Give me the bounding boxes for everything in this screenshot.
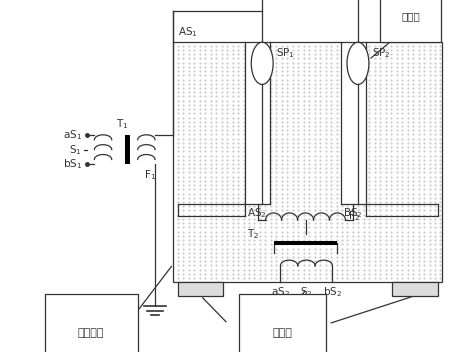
Bar: [173, 42, 441, 282]
Text: BS$_2$: BS$_2$: [343, 206, 362, 220]
Text: F$_2$: F$_2$: [347, 209, 359, 224]
Text: bS$_1$: bS$_1$: [63, 157, 82, 171]
Text: aS$_1$: aS$_1$: [63, 128, 82, 142]
Text: T$_2$: T$_2$: [247, 227, 259, 241]
Text: AS$_2$: AS$_2$: [247, 206, 267, 220]
Bar: [391, 282, 437, 296]
Text: 加热器: 加热器: [272, 328, 292, 338]
Bar: [273, 241, 337, 245]
Ellipse shape: [346, 42, 368, 84]
Text: SP$_1$: SP$_1$: [275, 46, 294, 60]
Text: bS$_2$: bS$_2$: [322, 285, 341, 299]
Text: 绝缘油: 绝缘油: [400, 11, 419, 21]
Bar: [340, 42, 365, 204]
Bar: [125, 135, 130, 164]
Ellipse shape: [251, 42, 273, 84]
Text: S$_1$: S$_1$: [69, 143, 82, 157]
Bar: [177, 282, 223, 296]
Text: aS$_2$: aS$_2$: [270, 285, 289, 299]
Text: SP$_2$: SP$_2$: [371, 46, 389, 60]
Text: F$_1$: F$_1$: [143, 168, 155, 182]
Bar: [245, 42, 270, 204]
Text: T$_1$: T$_1$: [116, 118, 128, 131]
Text: AS$_1$: AS$_1$: [177, 25, 197, 39]
Text: S$_2$: S$_2$: [299, 285, 312, 299]
Text: 试验油箱: 试验油箱: [78, 328, 104, 338]
